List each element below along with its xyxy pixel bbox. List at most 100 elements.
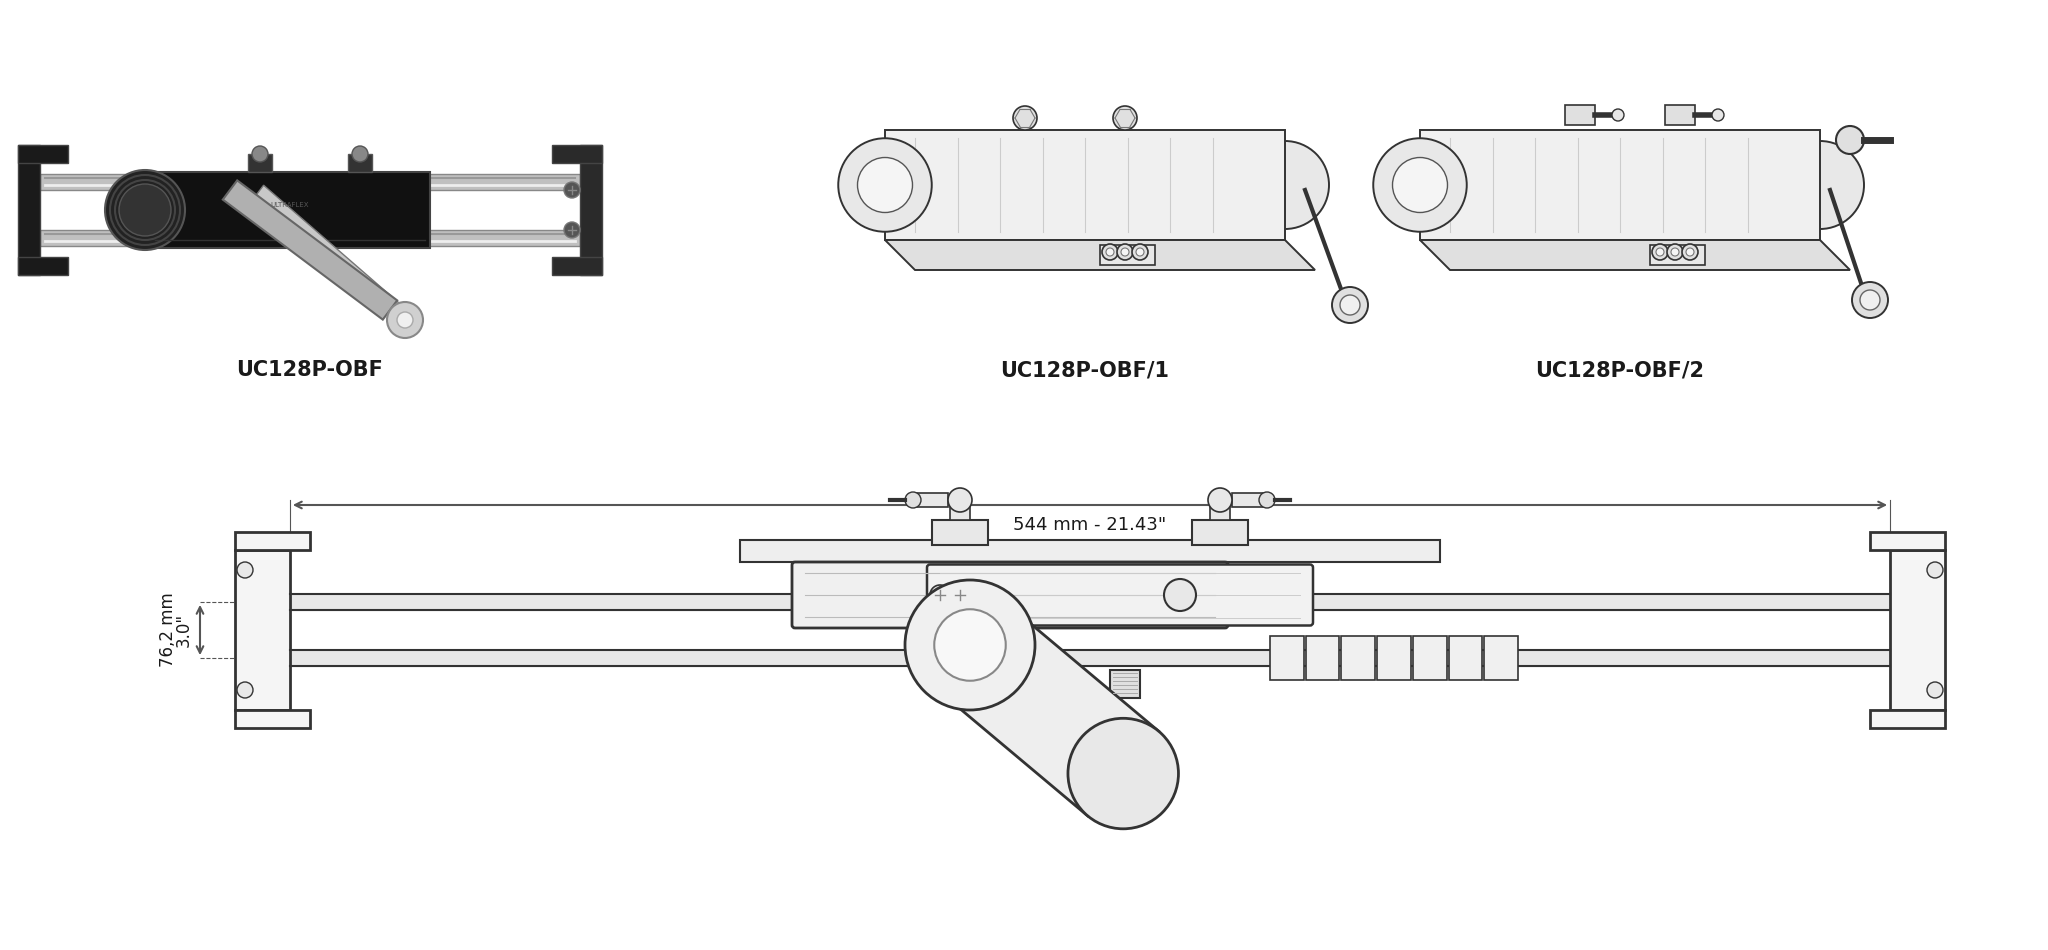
Bar: [1413, 636, 1446, 680]
Circle shape: [1667, 244, 1683, 260]
Circle shape: [1116, 244, 1133, 260]
Circle shape: [1102, 244, 1118, 260]
Circle shape: [934, 609, 1006, 681]
Circle shape: [397, 312, 414, 328]
Circle shape: [119, 184, 170, 236]
Circle shape: [1860, 290, 1880, 310]
Text: 76,2 mm: 76,2 mm: [160, 593, 176, 667]
Circle shape: [1339, 295, 1360, 315]
Bar: [1376, 636, 1411, 680]
Circle shape: [1657, 248, 1663, 256]
Circle shape: [1137, 248, 1145, 256]
Circle shape: [1776, 141, 1864, 229]
Bar: [1870, 532, 1946, 550]
Bar: [18, 257, 68, 275]
Circle shape: [950, 585, 971, 605]
Bar: [1485, 636, 1518, 680]
Polygon shape: [934, 602, 1159, 816]
Circle shape: [1241, 141, 1329, 229]
Bar: [18, 145, 41, 275]
Circle shape: [238, 562, 254, 578]
Circle shape: [1671, 248, 1679, 256]
Circle shape: [1927, 562, 1944, 578]
Polygon shape: [885, 130, 1284, 240]
Text: 544 mm - 21.43": 544 mm - 21.43": [1014, 516, 1167, 534]
Circle shape: [387, 302, 424, 338]
Bar: [1210, 500, 1231, 520]
Bar: [236, 710, 309, 728]
Circle shape: [104, 170, 184, 250]
Bar: [1233, 493, 1268, 507]
Text: UC128P-OBF/1: UC128P-OBF/1: [1001, 360, 1169, 380]
FancyBboxPatch shape: [793, 562, 1229, 628]
Bar: [1307, 636, 1339, 680]
Bar: [1341, 636, 1374, 680]
Text: UC128P-OBF/2: UC128P-OBF/2: [1536, 360, 1704, 380]
FancyBboxPatch shape: [928, 564, 1313, 625]
Circle shape: [1106, 248, 1114, 256]
Circle shape: [1712, 109, 1724, 121]
Bar: [18, 145, 68, 163]
Circle shape: [1120, 248, 1128, 256]
Circle shape: [1260, 492, 1276, 508]
Bar: [1890, 550, 1946, 710]
Circle shape: [1331, 287, 1368, 323]
Bar: [950, 500, 971, 520]
Circle shape: [1067, 718, 1178, 828]
Bar: [913, 493, 948, 507]
Circle shape: [1014, 106, 1036, 130]
Bar: [1565, 105, 1595, 125]
Circle shape: [1653, 244, 1667, 260]
Circle shape: [563, 222, 580, 238]
Polygon shape: [1419, 130, 1821, 240]
Bar: [348, 154, 373, 172]
Polygon shape: [1419, 240, 1849, 270]
Circle shape: [1686, 248, 1694, 256]
Circle shape: [352, 146, 369, 162]
Circle shape: [252, 146, 268, 162]
Bar: [553, 145, 602, 163]
Bar: [248, 154, 272, 172]
Polygon shape: [223, 180, 397, 319]
Circle shape: [930, 585, 950, 605]
Circle shape: [1393, 158, 1448, 213]
Circle shape: [1851, 282, 1888, 318]
Polygon shape: [256, 185, 401, 314]
Bar: [1192, 520, 1247, 545]
Circle shape: [905, 492, 922, 508]
Bar: [236, 532, 309, 550]
Circle shape: [1133, 244, 1149, 260]
Bar: [1651, 245, 1706, 265]
Bar: [553, 257, 602, 275]
Circle shape: [858, 158, 913, 213]
Bar: [41, 174, 580, 190]
Circle shape: [1208, 488, 1233, 512]
Bar: [1870, 710, 1946, 728]
Circle shape: [905, 580, 1034, 710]
Circle shape: [1681, 244, 1698, 260]
Bar: [1110, 670, 1141, 698]
Bar: [150, 172, 430, 248]
Bar: [1100, 245, 1155, 265]
Circle shape: [1112, 106, 1137, 130]
Text: ULTRAFLEX: ULTRAFLEX: [270, 202, 309, 208]
Circle shape: [1927, 682, 1944, 698]
Circle shape: [948, 488, 973, 512]
Text: 3.0": 3.0": [174, 613, 193, 647]
Bar: [236, 550, 291, 710]
Bar: [932, 520, 987, 545]
Bar: [1448, 636, 1483, 680]
Text: UC128P-OBF: UC128P-OBF: [238, 360, 383, 380]
Circle shape: [563, 182, 580, 198]
Circle shape: [1612, 109, 1624, 121]
Bar: [739, 540, 1440, 562]
Circle shape: [1835, 126, 1864, 154]
Circle shape: [238, 682, 254, 698]
Circle shape: [1163, 579, 1196, 611]
Circle shape: [838, 139, 932, 232]
Bar: [41, 230, 580, 246]
Bar: [580, 145, 602, 275]
Bar: [1270, 636, 1305, 680]
Circle shape: [1374, 139, 1466, 232]
Bar: [1665, 105, 1696, 125]
